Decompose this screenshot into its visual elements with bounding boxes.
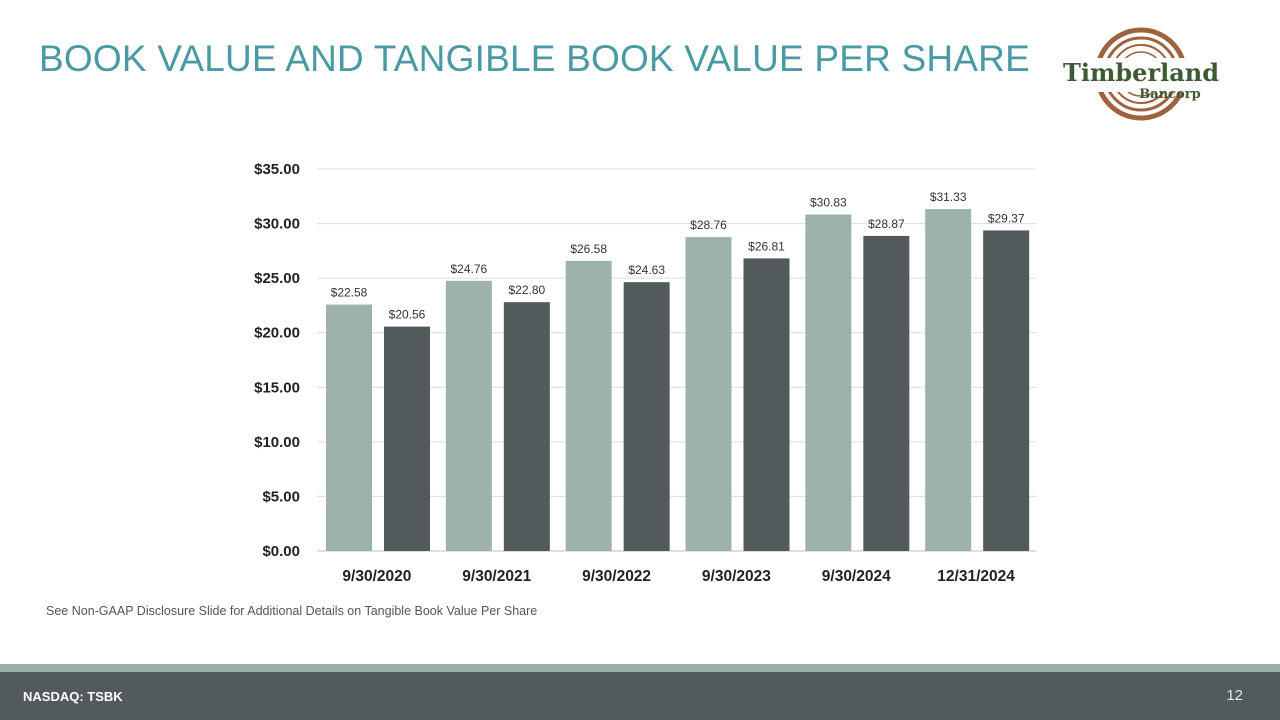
y-tick-label: $5.00 xyxy=(262,488,300,505)
timberland-bancorp-logo: Timberland Bancorp xyxy=(1058,27,1224,121)
x-tick-label: 9/30/2024 xyxy=(822,568,891,585)
y-tick-label: $30.00 xyxy=(254,216,300,233)
data-label: $31.33 xyxy=(930,190,967,204)
y-tick-label: $20.00 xyxy=(254,325,300,342)
data-label: $24.76 xyxy=(450,262,487,276)
svg-text:Bancorp: Bancorp xyxy=(1139,87,1200,102)
footer-bar: NASDAQ: TSBK 12 xyxy=(0,672,1280,720)
bar-series-1 xyxy=(925,209,972,552)
bar-series-1 xyxy=(326,304,372,551)
data-label: $24.63 xyxy=(628,263,665,277)
page-number: 12 xyxy=(1226,687,1243,704)
data-label: $20.56 xyxy=(389,308,426,322)
ticker-label: NASDAQ: TSBK xyxy=(23,689,123,704)
non-gaap-note: See Non-GAAP Disclosure Slide for Additi… xyxy=(46,604,538,618)
data-label: $28.87 xyxy=(868,217,905,231)
y-tick-label: $10.00 xyxy=(254,434,300,451)
data-label: $22.80 xyxy=(508,283,545,297)
x-tick-label: 9/30/2023 xyxy=(702,568,771,585)
data-label: $28.76 xyxy=(690,218,727,232)
x-tick-label: 9/30/2020 xyxy=(342,568,411,585)
x-tick-label: 12/31/2024 xyxy=(937,568,1015,585)
data-label: $26.58 xyxy=(570,242,607,256)
y-tick-label: $35.00 xyxy=(254,161,300,178)
y-tick-label: $15.00 xyxy=(254,379,300,396)
svg-text:Timberland: Timberland xyxy=(1063,58,1219,87)
bar-series-2 xyxy=(863,235,910,551)
bar-series-1 xyxy=(445,280,492,551)
data-label: $22.58 xyxy=(331,286,368,300)
y-tick-label: $25.00 xyxy=(254,270,300,287)
bar-series-2 xyxy=(503,302,550,551)
bar-series-1 xyxy=(805,214,852,551)
data-label: $26.81 xyxy=(748,239,785,253)
footer-band xyxy=(0,664,1280,672)
bar-series-2 xyxy=(384,326,430,551)
bar-series-2 xyxy=(743,258,790,551)
bar-series-2 xyxy=(983,230,1030,551)
y-tick-label: $0.00 xyxy=(262,543,300,560)
bar-series-1 xyxy=(685,237,732,551)
data-label: $30.83 xyxy=(810,196,847,210)
x-tick-label: 9/30/2022 xyxy=(582,568,651,585)
bar-series-1 xyxy=(565,260,612,551)
x-tick-label: 9/30/2021 xyxy=(462,568,531,585)
data-label: $29.37 xyxy=(988,211,1025,225)
slide-title: BOOK VALUE AND TANGIBLE BOOK VALUE PER S… xyxy=(39,38,1030,79)
bar-series-2 xyxy=(623,282,670,551)
